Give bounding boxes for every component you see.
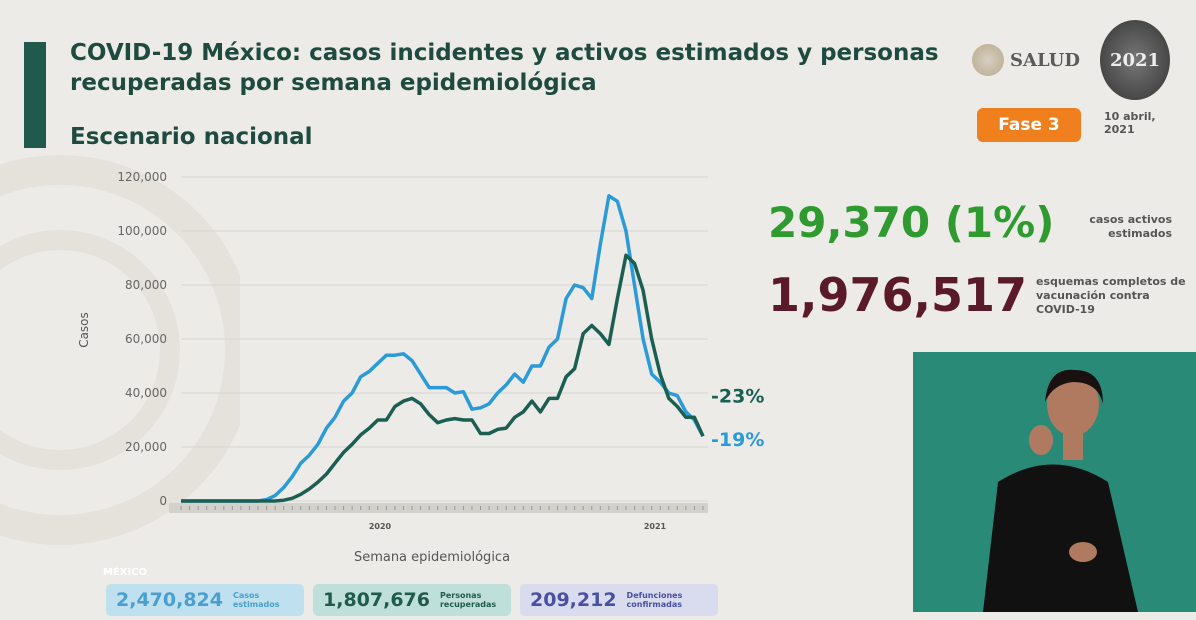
recovered-badge: 1,807,676 Personas recuperadas: [313, 584, 511, 616]
mexico-logo-text: MÉXICO: [102, 567, 148, 578]
series-end-label: -19%: [711, 429, 764, 451]
vaccination-label: esquemas completos de vacunación contra …: [1036, 275, 1186, 316]
y-tick-label: 0: [159, 494, 167, 508]
estimated-cases-label: Casos estimados: [232, 591, 280, 609]
seal-icon: [972, 44, 1004, 76]
line-chart: 0 20,000 40,000 60,000 80,000 100,000 120,000 2…: [77, 170, 764, 565]
y-tick-label: 20,000: [125, 440, 167, 454]
deaths-value: 209,212: [530, 589, 617, 611]
vaccination-value: 1,976,517: [768, 268, 1027, 322]
series-line-1: [181, 253, 705, 503]
estimated-cases-value: 2,470,824: [116, 589, 223, 611]
title-accent-bar: [24, 42, 46, 148]
x-year-label: 2020: [369, 522, 392, 531]
recovered-value: 1,807,676: [323, 589, 430, 611]
series-end-label: -23%: [711, 385, 764, 407]
recovered-label: Personas recuperadas: [439, 591, 497, 609]
sign-language-interpreter-video: [913, 352, 1196, 612]
y-tick-label: 40,000: [125, 386, 167, 400]
series-line-0: [181, 194, 705, 503]
y-axis-label: Casos: [77, 312, 91, 348]
active-cases-label: casos activos estimados: [1089, 213, 1172, 240]
estimated-cases-badge: 2,470,824 Casos estimados: [106, 584, 304, 616]
x-year-label: 2021: [644, 522, 667, 531]
background-ornament: [0, 155, 240, 545]
x-axis-label: Semana epidemiológica: [354, 550, 510, 565]
salud-logo-text: SALUD: [1010, 49, 1080, 71]
gobierno-de-mexico-logo: MÉXICO: [94, 522, 156, 578]
y-tick-label: 120,000: [117, 170, 167, 184]
logo-year: 2021: [1109, 49, 1161, 71]
phase-badge: Fase 3: [977, 108, 1081, 142]
y-tick-label: 100,000: [117, 224, 167, 238]
interpreter-figure: [983, 369, 1138, 612]
active-cases-value: 29,370 (1%): [768, 198, 1055, 247]
date-label: 10 abril, 2021: [1104, 110, 1156, 136]
logo-2021: 2021: [1100, 20, 1170, 100]
salud-logo: SALUD: [972, 44, 1080, 76]
deaths-badge: 209,212 Defunciones confirmadas: [520, 584, 718, 616]
page-title: COVID-19 México: casos incidentes y acti…: [70, 40, 939, 96]
deaths-label: Defunciones confirmadas: [626, 591, 683, 609]
x-axis-band: [169, 503, 708, 513]
page-subtitle: Escenario nacional: [70, 124, 313, 150]
y-tick-label: 60,000: [125, 332, 167, 346]
y-tick-label: 80,000: [125, 278, 167, 292]
